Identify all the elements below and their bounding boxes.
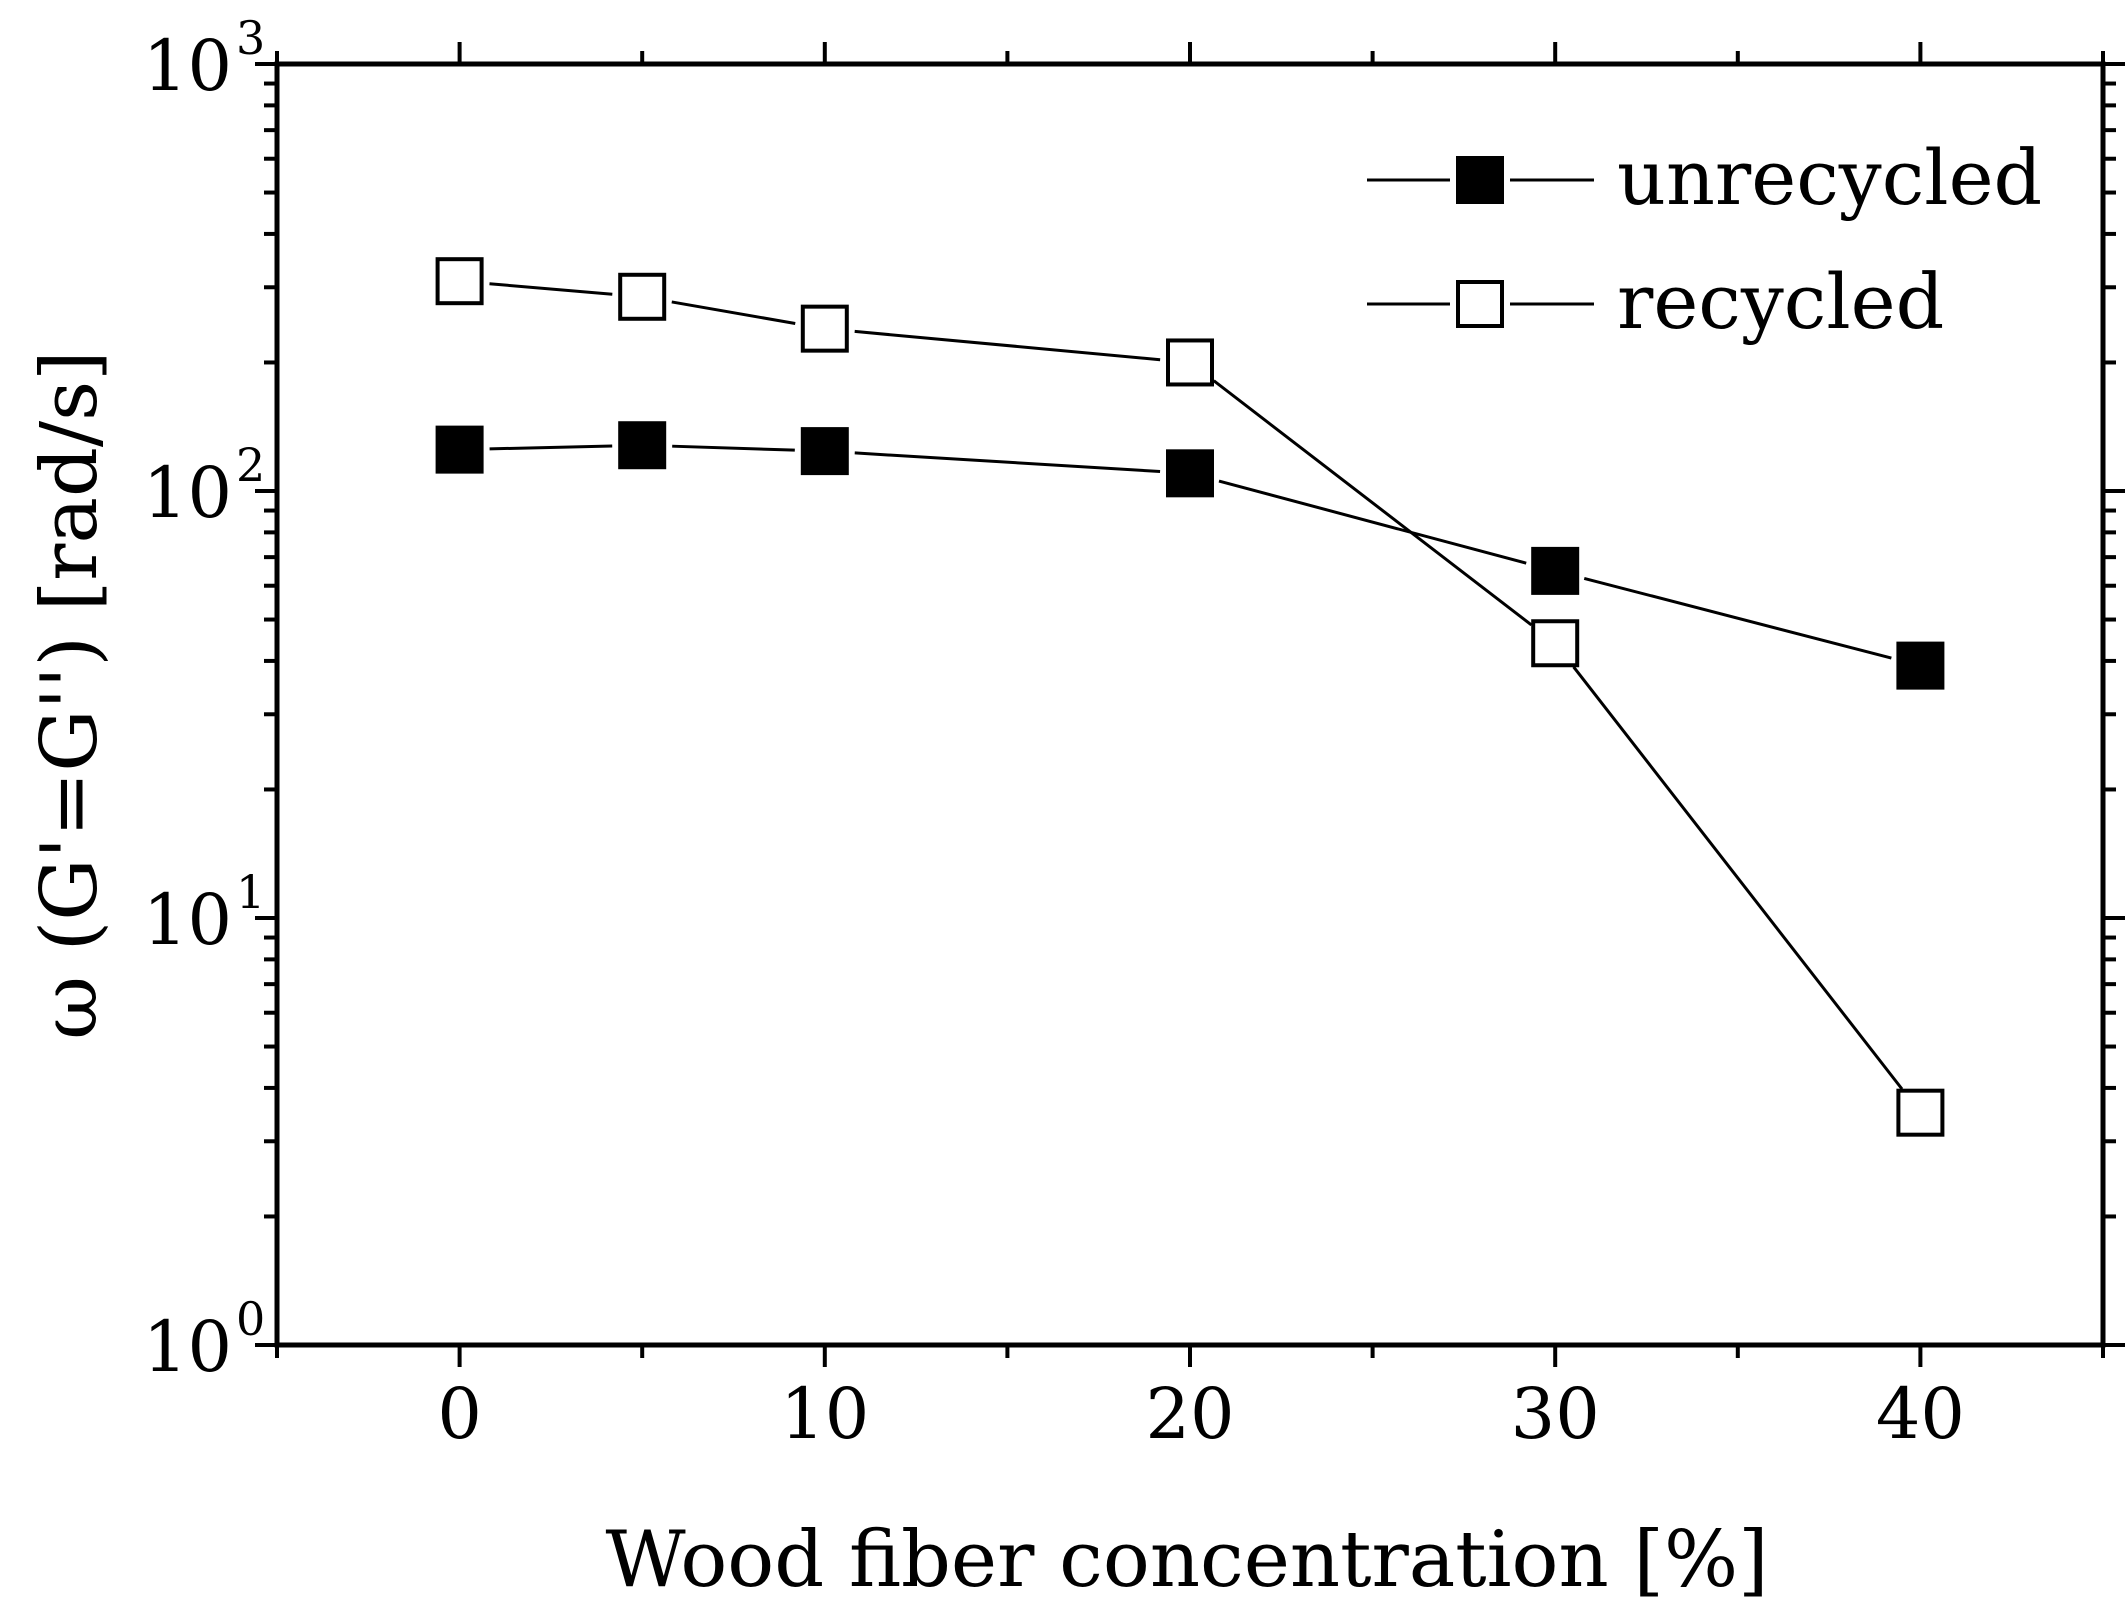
legend-item-unrecycled: unrecycled xyxy=(1367,133,2042,222)
y-tick-label: 10 xyxy=(143,25,232,107)
legend-item-recycled: recycled xyxy=(1367,257,1944,346)
series-line-segment xyxy=(1572,666,1904,1090)
series-line-segment xyxy=(489,444,613,451)
y-tick-label-exponent: 1 xyxy=(236,865,265,919)
legend-marker xyxy=(1456,280,1504,328)
legend: unrecycled recycled xyxy=(1367,133,2042,346)
y-tick-label-exponent: 2 xyxy=(236,438,265,492)
x-tick-label: 10 xyxy=(780,1373,869,1455)
legend-marker xyxy=(1456,156,1504,204)
axis-ticks xyxy=(255,42,2125,1367)
y-axis-label: ω (G'=G'') [rad/s] xyxy=(25,350,115,1039)
y-tick-label: 10 xyxy=(143,452,232,534)
data-point xyxy=(435,257,484,306)
data-point xyxy=(1166,338,1214,387)
legend-label: recycled xyxy=(1617,257,1944,346)
y-tick-label: 10 xyxy=(143,1306,232,1388)
y-tick-label-exponent: 0 xyxy=(236,1292,265,1346)
data-point xyxy=(800,304,849,353)
x-tick-label: 40 xyxy=(1876,1373,1965,1455)
data-point xyxy=(1896,1088,1945,1137)
series-line-segment xyxy=(671,300,796,325)
series-group xyxy=(435,257,1945,1137)
series-recycled xyxy=(435,257,1945,1137)
series-line-segment xyxy=(1212,379,1533,627)
data-point xyxy=(618,421,667,470)
series-unrecycled xyxy=(435,421,1945,690)
data-point xyxy=(1896,641,1945,690)
x-tick-label: 20 xyxy=(1145,1373,1234,1455)
series-line-segment xyxy=(672,444,795,452)
series-line-segment xyxy=(1218,479,1527,565)
data-point xyxy=(618,272,667,321)
x-tick-label: 0 xyxy=(437,1373,482,1455)
data-point xyxy=(800,427,849,476)
x-axis-label: Wood fiber concentration [%] xyxy=(605,1515,1768,1605)
data-point xyxy=(1531,546,1580,595)
series-line-segment xyxy=(1583,576,1892,660)
y-tick-label-exponent: 3 xyxy=(236,11,265,65)
data-point xyxy=(1531,619,1580,668)
legend-label: unrecycled xyxy=(1617,133,2042,222)
series-line-segment xyxy=(854,451,1161,474)
y-tick-label: 10 xyxy=(143,879,232,961)
data-point xyxy=(435,425,484,474)
series-line-segment xyxy=(854,329,1161,362)
data-point xyxy=(1166,449,1214,498)
series-line-segment xyxy=(489,282,613,296)
x-tick-label: 30 xyxy=(1511,1373,1600,1455)
